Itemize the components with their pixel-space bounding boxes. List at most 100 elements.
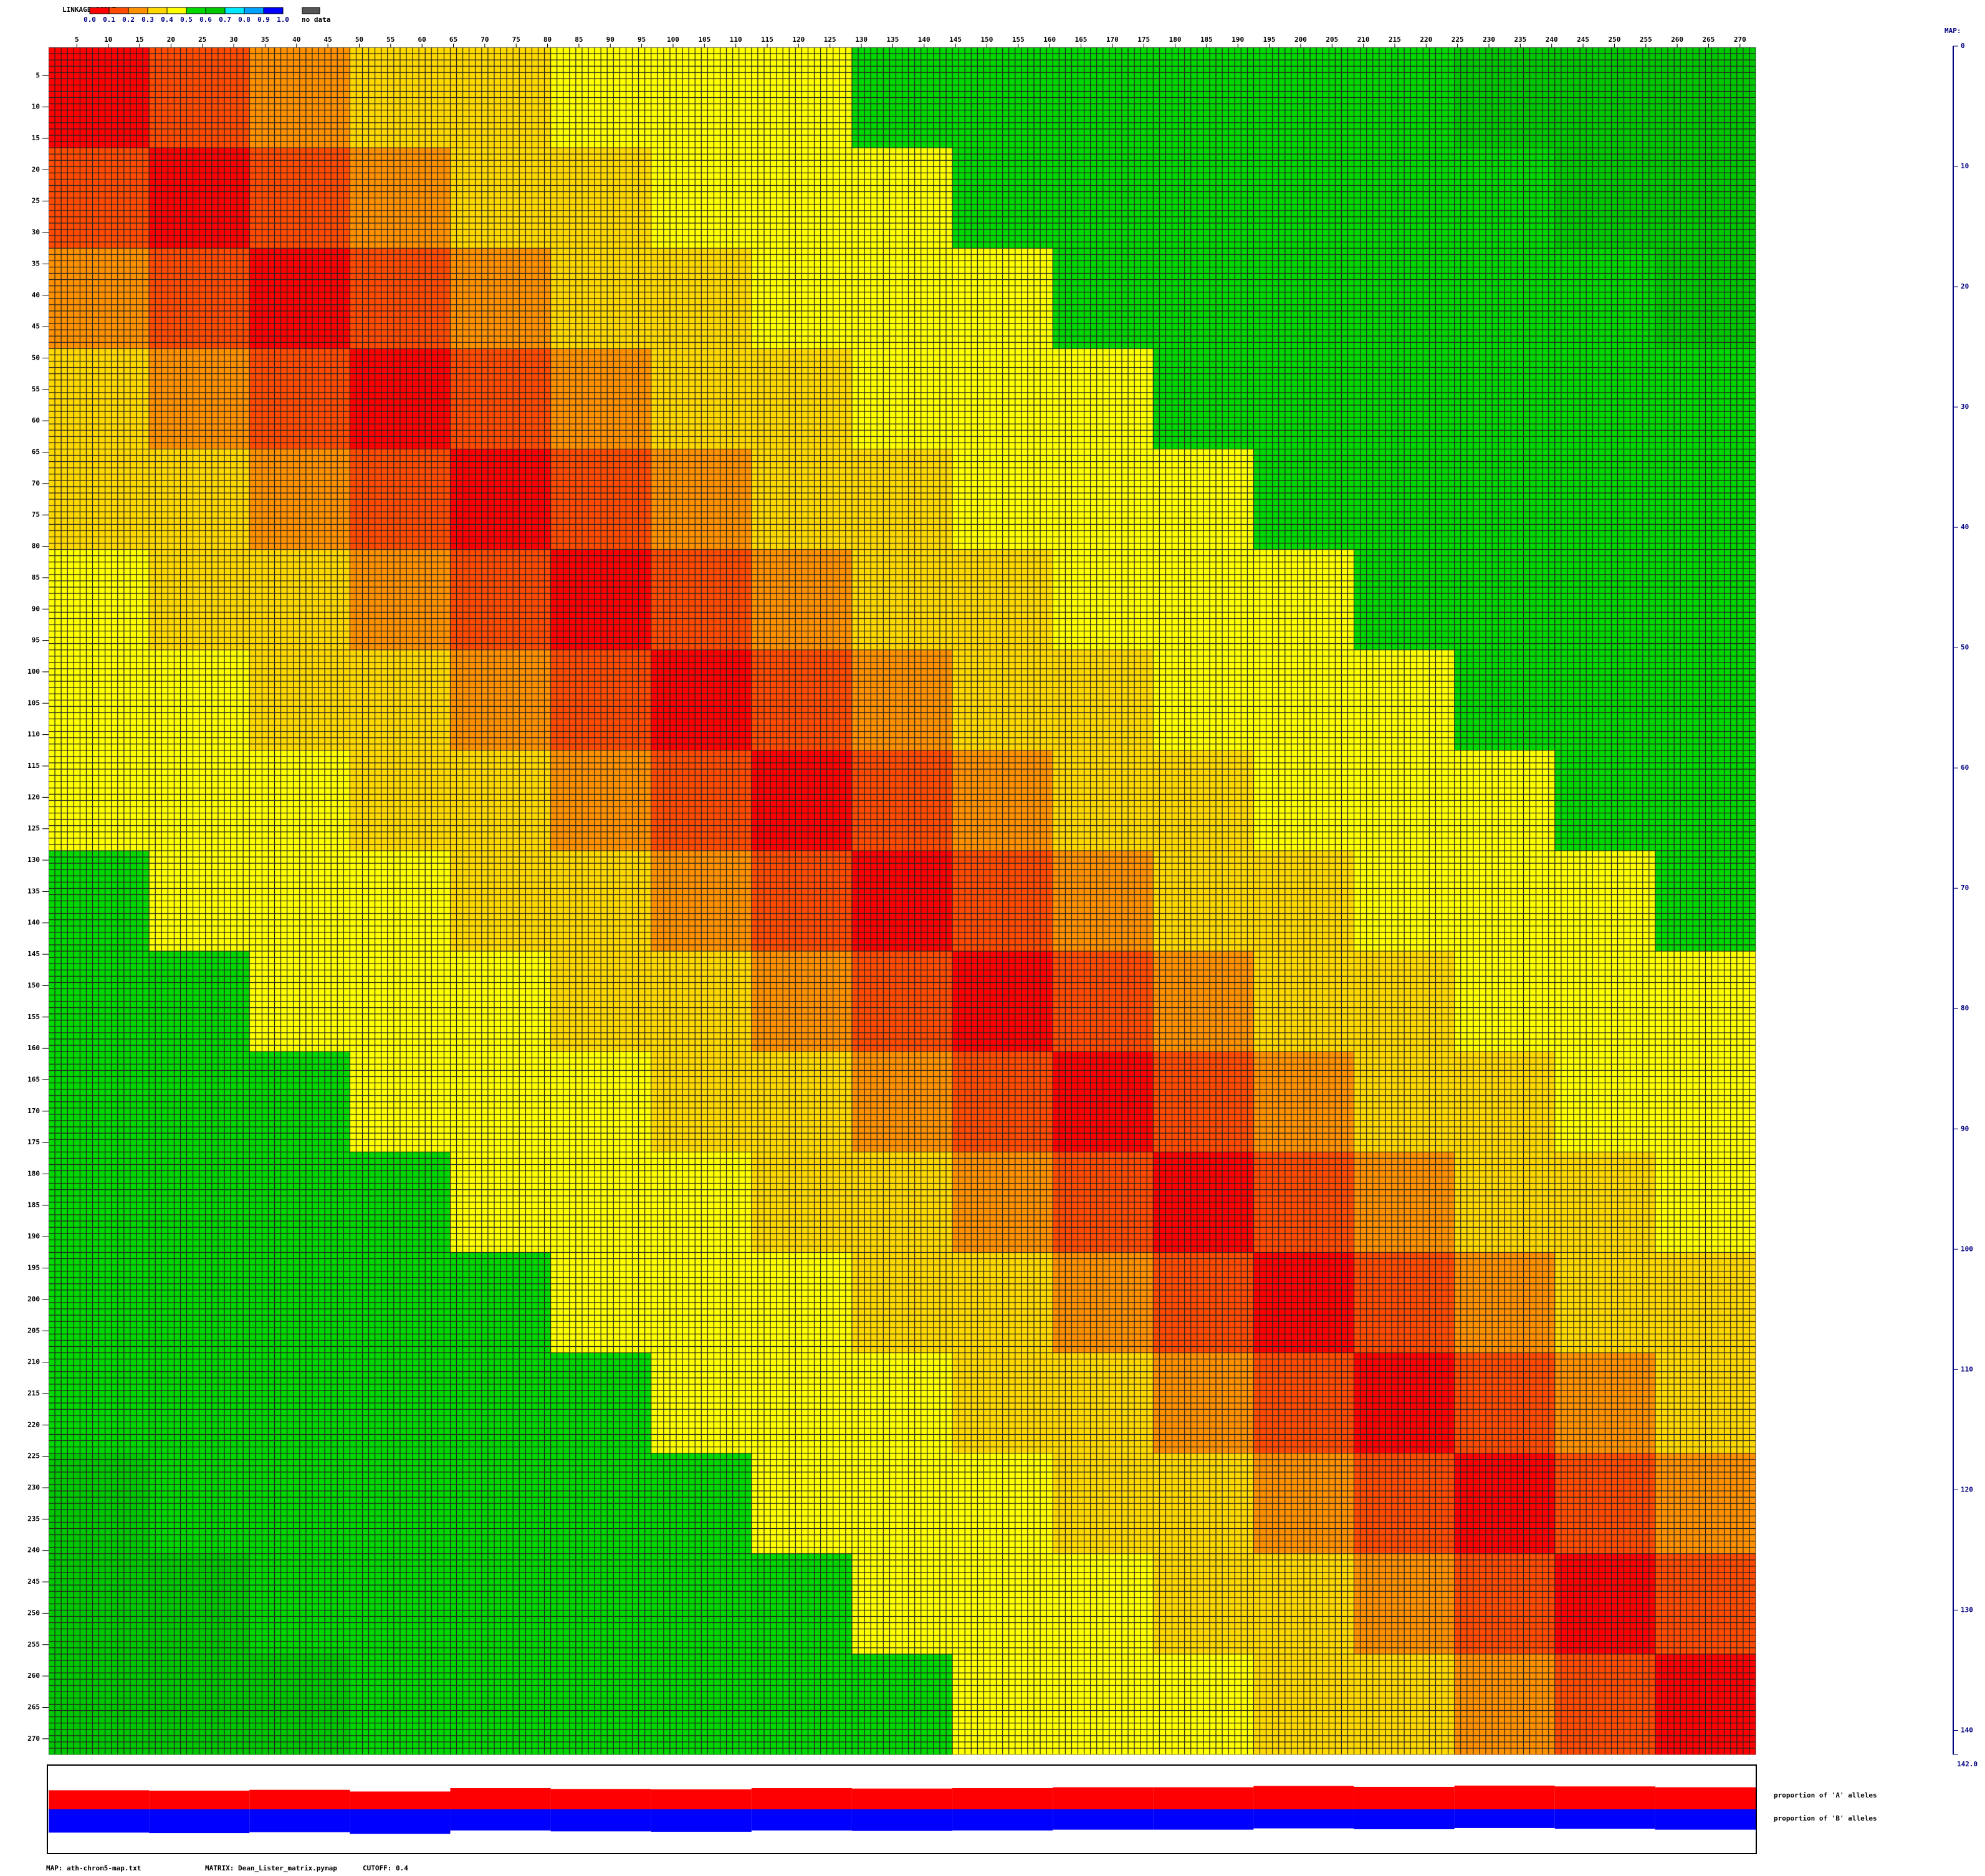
map-tick-label: 30 — [1961, 403, 1969, 411]
map-tick-label: 100 — [1961, 1245, 1973, 1253]
allele-a-bar — [149, 1791, 250, 1809]
y-tick-label: 260 — [27, 1672, 40, 1680]
y-tick-label: 160 — [27, 1044, 40, 1052]
map-tick-label: 70 — [1961, 884, 1969, 892]
x-tick-label: 200 — [1294, 36, 1307, 44]
x-tick-label: 210 — [1357, 36, 1370, 44]
x-tick-label: 235 — [1514, 36, 1526, 44]
legend-swatch — [89, 7, 110, 14]
x-tick-label: 140 — [918, 36, 930, 44]
y-tick-label: 235 — [27, 1515, 40, 1523]
x-tick-label: 165 — [1075, 36, 1088, 44]
y-tick-label: 215 — [27, 1389, 40, 1397]
allele-a-bar — [751, 1788, 852, 1809]
x-tick-label: 270 — [1734, 36, 1746, 44]
x-tick-label: 70 — [481, 36, 489, 44]
y-tick-label: 270 — [27, 1735, 40, 1743]
y-tick-label: 255 — [27, 1640, 40, 1649]
y-tick-label: 110 — [27, 730, 40, 739]
y-tick-label: 140 — [27, 919, 40, 927]
allele-a-bar — [1153, 1787, 1254, 1809]
y-tick-label: 50 — [32, 353, 40, 361]
map-tick-label: 130 — [1961, 1606, 1973, 1614]
legend-swatch — [263, 7, 284, 14]
x-tick-label: 110 — [730, 36, 742, 44]
allele-a-bar — [350, 1791, 451, 1809]
legend-label: 0.6 — [199, 16, 212, 24]
y-tick-label: 15 — [32, 134, 40, 142]
y-tick-label: 220 — [27, 1420, 40, 1429]
x-tick-label: 45 — [323, 36, 332, 44]
x-tick-label: 205 — [1326, 36, 1338, 44]
y-tick-label: 30 — [32, 228, 40, 236]
allele-b-bar — [1354, 1809, 1455, 1829]
legend-label: 0.1 — [103, 16, 115, 24]
legend-swatch — [244, 7, 264, 14]
map-tick-label: 90 — [1961, 1124, 1969, 1132]
y-tick-label: 250 — [27, 1609, 40, 1617]
y-tick-label: 35 — [32, 259, 40, 267]
y-tick-label: 120 — [27, 793, 40, 801]
x-tick-label: 35 — [261, 36, 269, 44]
x-tick-label: 230 — [1483, 36, 1495, 44]
y-tick-label: 90 — [32, 605, 40, 613]
y-tick-label: 100 — [27, 668, 40, 676]
allele-b-bar — [1153, 1809, 1254, 1830]
legend-swatch — [147, 7, 168, 14]
nodata-swatch — [302, 7, 320, 14]
legend-swatch — [224, 7, 245, 14]
y-tick-label: 65 — [32, 448, 40, 456]
legend-label: 0.5 — [180, 16, 193, 24]
x-tick-label: 65 — [449, 36, 457, 44]
allele-b-bar — [952, 1809, 1053, 1831]
y-tick-label: 115 — [27, 762, 40, 770]
y-tick-label: 85 — [32, 573, 40, 581]
y-tick-label: 25 — [32, 197, 40, 205]
y-tick-label: 20 — [32, 165, 40, 173]
footer-matrix: MATRIX: Dean_Lister_matrix.pymap — [205, 1864, 337, 1872]
y-tick-label: 180 — [27, 1170, 40, 1178]
x-tick-label: 20 — [167, 36, 175, 44]
y-tick-label: 175 — [27, 1138, 40, 1146]
allele-a-bar — [651, 1789, 752, 1809]
map-tick-label: 50 — [1961, 643, 1969, 651]
x-tick-label: 240 — [1546, 36, 1558, 44]
x-tick-label: 195 — [1263, 36, 1276, 44]
allele-b-bar — [49, 1809, 150, 1833]
allele-a-bar — [952, 1788, 1053, 1809]
legend-label: 0.9 — [257, 16, 270, 24]
y-tick-label: 245 — [27, 1577, 40, 1586]
y-tick-label: 195 — [27, 1264, 40, 1272]
map-tick-label: 110 — [1961, 1365, 1973, 1373]
y-tick-label: 70 — [32, 479, 40, 487]
x-tick-label: 40 — [292, 36, 300, 44]
y-tick-label: 130 — [27, 856, 40, 864]
y-tick-label: 45 — [32, 322, 40, 330]
map-tick-label: 40 — [1961, 523, 1969, 531]
x-tick-label: 90 — [606, 36, 615, 44]
legend-label: 0.7 — [219, 16, 231, 24]
x-tick-label: 180 — [1169, 36, 1182, 44]
map-tick-label: 10 — [1961, 162, 1969, 170]
y-tick-label: 60 — [32, 416, 40, 424]
y-tick-label: 230 — [27, 1483, 40, 1491]
x-tick-label: 260 — [1671, 36, 1683, 44]
x-tick-label: 10 — [104, 36, 112, 44]
x-tick-label: 220 — [1420, 36, 1432, 44]
x-tick-label: 120 — [792, 36, 805, 44]
allele-b-bar — [350, 1809, 451, 1834]
legend-label: 1.0 — [277, 16, 289, 24]
allele-b-bar — [249, 1809, 350, 1832]
x-tick-label: 130 — [855, 36, 868, 44]
allele-b-bar — [550, 1809, 651, 1832]
allele-b-bar — [1554, 1809, 1655, 1829]
allele-b-bar — [751, 1809, 852, 1831]
allele-b-bar — [1253, 1809, 1354, 1829]
map-tick-label: 20 — [1961, 282, 1969, 290]
x-tick-label: 170 — [1106, 36, 1119, 44]
x-tick-label: 245 — [1577, 36, 1589, 44]
y-tick-label: 10 — [32, 103, 40, 111]
y-tick-label: 240 — [27, 1546, 40, 1554]
allele-b-bar — [450, 1809, 551, 1831]
allele-a-bar — [1655, 1787, 1756, 1809]
